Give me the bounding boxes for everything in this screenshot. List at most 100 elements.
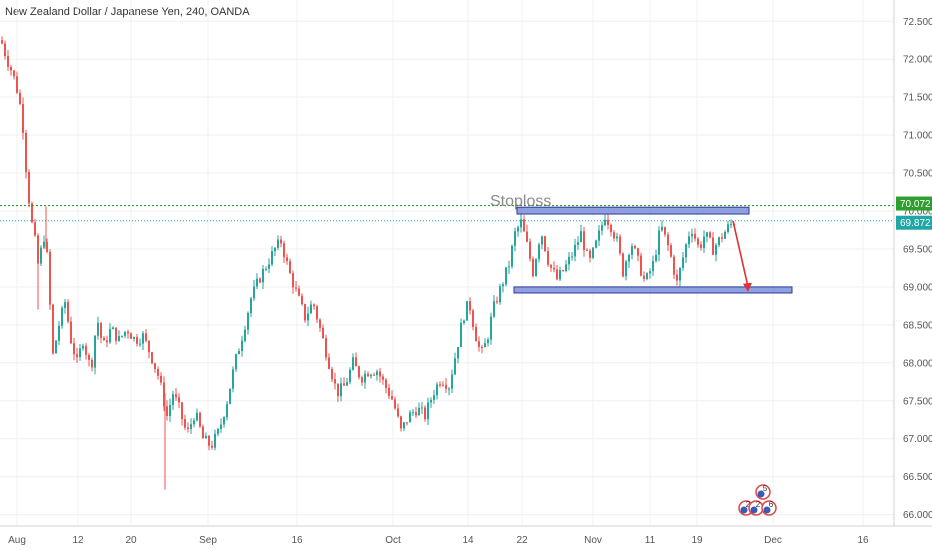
candle-body bbox=[286, 257, 288, 262]
candle-body bbox=[475, 326, 477, 342]
candle-body bbox=[460, 322, 462, 348]
candle-body bbox=[430, 399, 432, 403]
candle-body bbox=[322, 327, 324, 339]
candle-body bbox=[262, 269, 264, 283]
candle-body bbox=[490, 316, 492, 340]
candle-body bbox=[613, 232, 615, 239]
candle-body bbox=[55, 340, 57, 354]
candle-body bbox=[544, 236, 546, 251]
candle-body bbox=[505, 267, 507, 285]
y-tick-label: 68.000 bbox=[903, 358, 932, 369]
candle-body bbox=[31, 203, 33, 223]
y-tick-label: 66.000 bbox=[903, 510, 932, 521]
candle-body bbox=[553, 267, 555, 270]
resistance-zone[interactable] bbox=[516, 206, 750, 215]
candle-body bbox=[388, 387, 390, 397]
candle-body bbox=[589, 250, 591, 258]
candle-body bbox=[349, 369, 351, 383]
candle-body bbox=[223, 417, 225, 425]
candle-body bbox=[565, 264, 567, 271]
candle-body bbox=[355, 357, 357, 367]
candle-body bbox=[718, 237, 720, 246]
event-badges[interactable]: 52 2 6 bbox=[738, 484, 777, 516]
axis-layer bbox=[0, 0, 932, 527]
target-arrow[interactable] bbox=[732, 220, 749, 287]
candle-body bbox=[271, 251, 273, 265]
candle-body bbox=[253, 286, 255, 299]
candle-body bbox=[319, 319, 321, 328]
candle-body bbox=[445, 384, 447, 389]
candle-body bbox=[724, 232, 726, 239]
candle-body bbox=[295, 287, 297, 289]
candle-body bbox=[451, 374, 453, 389]
stoploss-label: Stoploss bbox=[490, 193, 551, 210]
candle-body bbox=[667, 234, 669, 246]
x-tick-label: 20 bbox=[125, 535, 137, 546]
candle-body bbox=[502, 284, 504, 287]
candle-body bbox=[238, 350, 240, 355]
candle-body bbox=[478, 341, 480, 347]
candle-body bbox=[571, 256, 573, 258]
candle-body bbox=[334, 379, 336, 384]
candle-body bbox=[316, 306, 318, 320]
candle-body bbox=[277, 239, 279, 248]
candle-body bbox=[67, 302, 69, 322]
x-tick-label: 16 bbox=[291, 535, 303, 546]
candle-body bbox=[457, 347, 459, 359]
candle-body bbox=[376, 371, 378, 376]
candle-body bbox=[463, 320, 465, 323]
candle-body bbox=[484, 343, 486, 348]
candle-body bbox=[73, 343, 75, 355]
candle-body bbox=[241, 340, 243, 351]
candle-body bbox=[616, 236, 618, 239]
candle-body bbox=[208, 435, 210, 446]
candle-body bbox=[562, 270, 564, 272]
candle-body bbox=[556, 269, 558, 280]
candle-body bbox=[364, 373, 366, 383]
candle-body bbox=[361, 377, 363, 383]
candle-body bbox=[601, 225, 603, 231]
x-tick-labels: Aug 12 20 Sep 16 Oct 14 22 Nov 11 19 Dec 16 bbox=[8, 535, 869, 546]
candle-body bbox=[142, 333, 144, 344]
candle-body bbox=[163, 382, 165, 407]
candle-body bbox=[508, 266, 510, 268]
candle-body bbox=[493, 301, 495, 317]
candle-body bbox=[373, 374, 375, 376]
candle-body bbox=[424, 407, 426, 420]
candle-body bbox=[76, 354, 78, 358]
candle-body bbox=[634, 245, 636, 249]
y-tick-label: 71.000 bbox=[903, 131, 932, 142]
event-badge-count: 2 bbox=[746, 500, 751, 509]
event-badge-count: 6 bbox=[769, 500, 774, 509]
y-tick-label: 72.500 bbox=[903, 17, 932, 28]
candle-body bbox=[499, 286, 501, 303]
candle-body bbox=[310, 304, 312, 314]
candle-body bbox=[196, 412, 198, 421]
candle-body bbox=[46, 241, 48, 252]
stop-level-tag bbox=[896, 196, 932, 211]
event-badge-icon bbox=[740, 506, 748, 514]
candle-body bbox=[517, 227, 519, 232]
candle-body bbox=[205, 435, 207, 439]
candle-body bbox=[643, 275, 645, 279]
support-zone[interactable] bbox=[513, 286, 793, 294]
candle-body bbox=[403, 422, 405, 429]
candle-body bbox=[247, 312, 249, 330]
candle-body bbox=[298, 288, 300, 296]
candle-body bbox=[418, 407, 420, 416]
candle-body bbox=[313, 304, 315, 307]
candle-body bbox=[598, 230, 600, 241]
candle-body bbox=[109, 329, 111, 343]
candle-body bbox=[646, 273, 648, 279]
candle-body bbox=[184, 419, 186, 428]
x-tick-label: 14 bbox=[462, 535, 474, 546]
candle-body bbox=[583, 231, 585, 251]
candle-body bbox=[529, 241, 531, 259]
candle-body bbox=[97, 322, 99, 336]
candle-body bbox=[661, 226, 663, 231]
candle-body bbox=[124, 331, 126, 336]
candle-body bbox=[682, 257, 684, 268]
candle-body bbox=[64, 302, 66, 308]
